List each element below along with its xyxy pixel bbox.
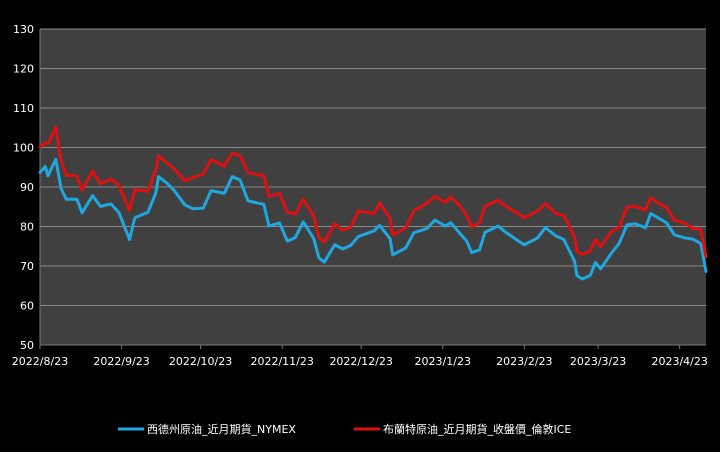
series-line-brent (38, 125, 708, 259)
y-tick-label: 100 (13, 142, 34, 155)
legend-label: 布蘭特原油_近月期貨_收盤價_倫敦ICE (383, 422, 571, 436)
legend[interactable]: 西德州原油_近月期貨_NYMEX 布蘭特原油_近月期貨_收盤價_倫敦ICE (118, 422, 571, 436)
x-tick-label: 2022/8/23 (12, 355, 68, 368)
y-tick-label: 110 (13, 102, 34, 115)
x-tick-label: 2023/2/23 (496, 355, 552, 368)
series-line-wti (38, 157, 708, 281)
y-tick-label: 60 (20, 300, 34, 313)
x-tick-label: 2023/1/23 (415, 355, 471, 368)
x-tick-label: 2022/10/23 (169, 355, 232, 368)
x-tick-label: 2022/9/23 (93, 355, 149, 368)
x-tick-label: 2023/4/23 (651, 355, 707, 368)
x-axis: 2022/8/23 2022/9/23 2022/10/23 2022/11/23 20… (12, 29, 708, 368)
y-tick-label: 130 (13, 23, 34, 36)
y-axis: 50 60 70 80 90 100 110 120 130 (13, 23, 34, 352)
y-tick-label: 50 (20, 339, 34, 352)
legend-label: 西德州原油_近月期貨_NYMEX (147, 422, 296, 436)
series-lines (38, 125, 708, 281)
x-tick-label: 2022/12/23 (329, 355, 392, 368)
x-tick-label: 2022/11/23 (250, 355, 313, 368)
legend-item-wti[interactable]: 西德州原油_近月期貨_NYMEX (118, 422, 296, 436)
y-tick-label: 80 (20, 221, 34, 234)
y-tick-label: 70 (20, 260, 34, 273)
legend-item-brent[interactable]: 布蘭特原油_近月期貨_收盤價_倫敦ICE (354, 422, 571, 436)
y-tick-label: 120 (13, 63, 34, 76)
x-tick-label: 2023/3/23 (570, 355, 626, 368)
y-tick-label: 90 (20, 181, 34, 194)
